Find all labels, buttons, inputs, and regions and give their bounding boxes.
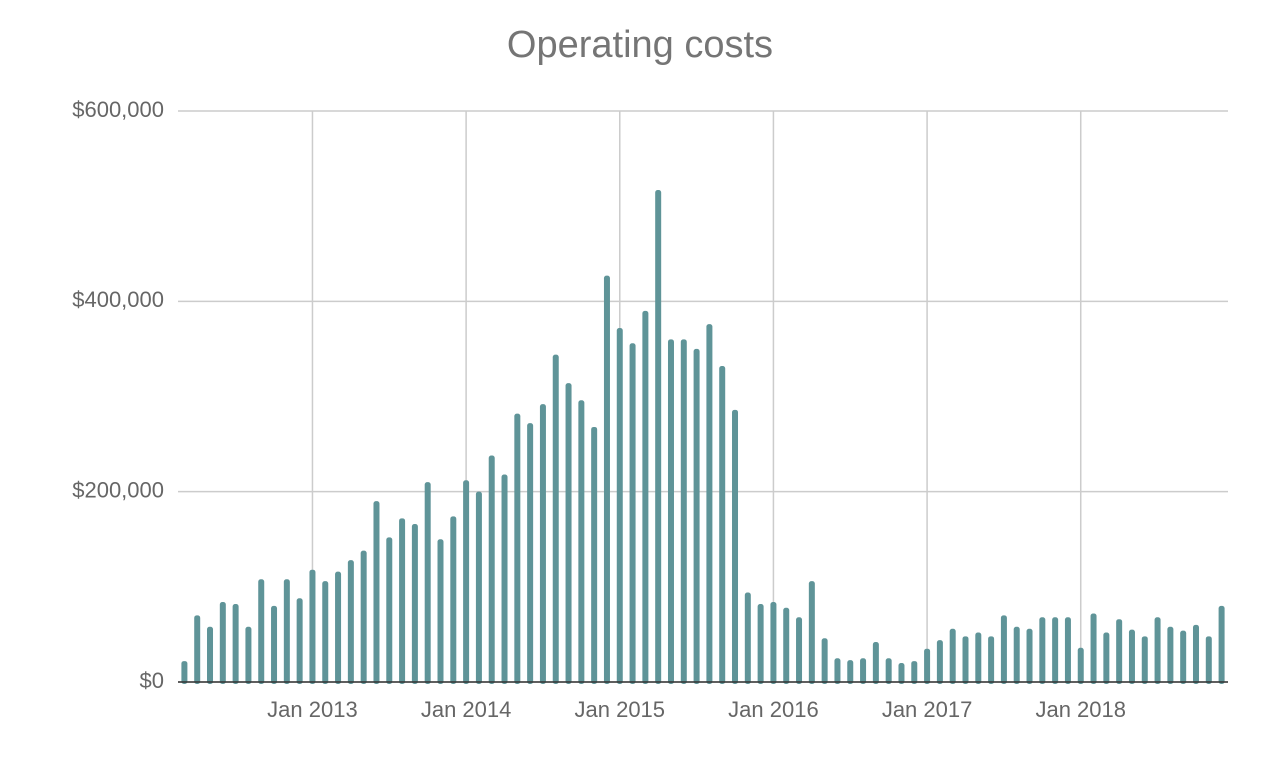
bar (373, 501, 380, 684)
bar (565, 383, 572, 684)
bar (719, 366, 726, 684)
bar (245, 626, 252, 684)
bar (1167, 626, 1174, 684)
bar (1064, 617, 1071, 684)
bar (603, 275, 610, 684)
bar (527, 423, 534, 684)
bar (475, 491, 482, 684)
y-tick-label: $600,000 (72, 97, 164, 122)
bar (936, 640, 943, 684)
bar (616, 327, 623, 684)
bar (898, 662, 905, 684)
bar (655, 189, 662, 684)
bar (514, 413, 521, 684)
bar (360, 550, 367, 684)
x-tick-label: Jan 2018 (1035, 697, 1126, 722)
bar (501, 474, 508, 684)
bar (949, 628, 956, 684)
bar (386, 537, 393, 684)
bar (706, 324, 713, 684)
bar (988, 636, 995, 684)
bar (578, 400, 585, 684)
bar (872, 642, 879, 684)
bar (1192, 624, 1199, 684)
bar (1180, 630, 1187, 684)
y-tick-label: $200,000 (72, 477, 164, 502)
bar (450, 516, 457, 684)
y-tick-label: $0 (140, 668, 164, 693)
bar (1103, 632, 1110, 684)
bar (181, 661, 188, 684)
bar (399, 518, 406, 684)
bar (424, 482, 431, 684)
bar (232, 603, 239, 684)
x-tick-label: Jan 2014 (421, 697, 512, 722)
bar (335, 571, 342, 684)
bar (552, 354, 559, 684)
bar (296, 598, 303, 684)
bar (1141, 636, 1148, 684)
bar (667, 339, 674, 684)
bar (847, 660, 854, 684)
bar (962, 636, 969, 684)
chart-title: Operating costs (507, 24, 773, 66)
bar (271, 605, 278, 684)
bar (207, 626, 214, 684)
y-tick-label: $400,000 (72, 287, 164, 312)
bar (488, 455, 495, 684)
bar (821, 638, 828, 684)
bar (693, 348, 700, 684)
bar (642, 310, 649, 684)
x-tick-label: Jan 2017 (882, 697, 973, 722)
bar (1090, 613, 1097, 684)
bar (808, 581, 815, 684)
bar (975, 632, 982, 684)
bar (347, 560, 354, 684)
bar (219, 602, 226, 684)
x-tick-label: Jan 2013 (267, 697, 358, 722)
bar (1154, 617, 1161, 684)
bar (911, 661, 918, 684)
bar (437, 539, 444, 684)
bar (680, 339, 687, 684)
bar (629, 343, 636, 684)
x-tick-label: Jan 2015 (575, 697, 666, 722)
bar (194, 615, 201, 684)
bar (757, 603, 764, 684)
bar (1205, 636, 1212, 684)
bar (1039, 617, 1046, 684)
bar (591, 426, 598, 684)
bar (860, 658, 867, 684)
bar (1218, 605, 1225, 684)
x-tick-label: Jan 2016 (728, 697, 819, 722)
bar (770, 602, 777, 684)
bar (258, 579, 265, 684)
bar (1026, 628, 1033, 684)
bar (796, 617, 803, 684)
bar (283, 579, 290, 684)
bar (1116, 619, 1123, 684)
bar (1052, 617, 1059, 684)
bar (322, 581, 329, 684)
bar (885, 658, 892, 684)
bar (744, 592, 751, 684)
bar (1128, 629, 1135, 684)
bar (1013, 626, 1020, 684)
bar (1000, 615, 1007, 684)
bar (539, 404, 546, 684)
bar (732, 409, 739, 684)
bar (411, 524, 418, 684)
bar (783, 607, 790, 684)
bar (1077, 647, 1084, 684)
bar (924, 648, 931, 684)
bar (834, 658, 841, 684)
bar (463, 480, 470, 684)
bar (309, 569, 316, 684)
